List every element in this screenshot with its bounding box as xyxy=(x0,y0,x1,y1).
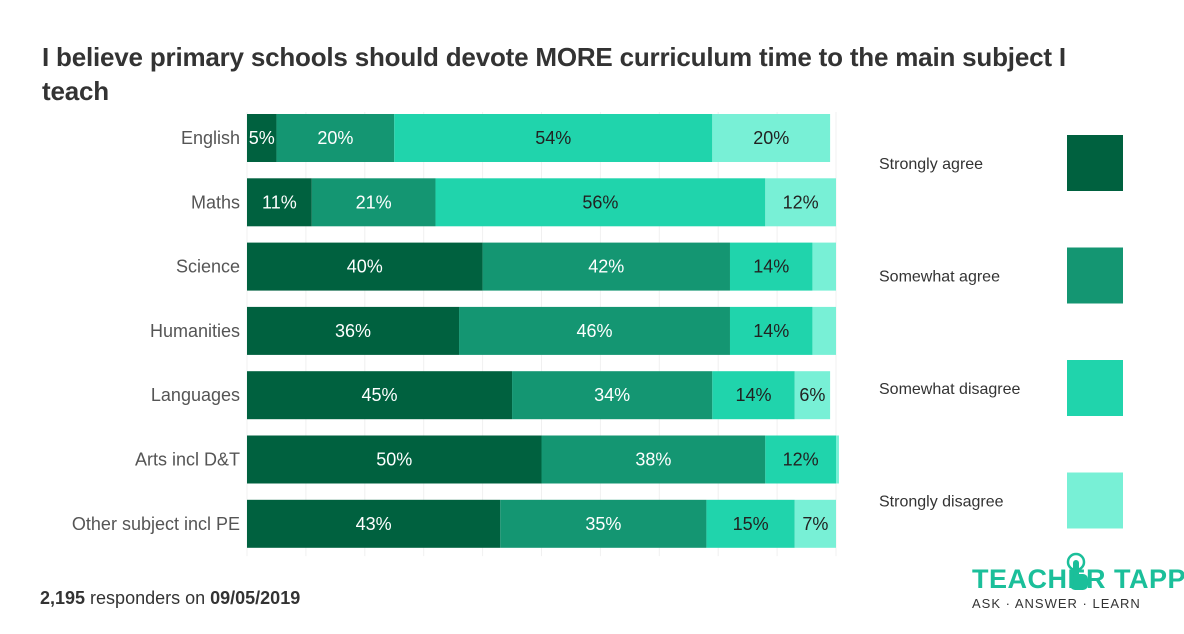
bar-segment xyxy=(729,306,813,355)
bar-segment xyxy=(836,435,839,484)
bar-segment xyxy=(706,499,795,548)
bar-value-label: 50% xyxy=(376,450,412,470)
category-label: Maths xyxy=(191,192,240,212)
legend-swatch xyxy=(1067,247,1123,304)
bar-value-label: 54% xyxy=(535,128,571,148)
bar-segment xyxy=(794,499,836,548)
bar-segment xyxy=(729,242,813,291)
legend-swatch xyxy=(1067,360,1123,416)
legend-label: Strongly disagree xyxy=(879,494,1004,511)
bar-value-label: 6% xyxy=(799,385,825,405)
bar-segment xyxy=(712,371,795,420)
bar-value-label: 36% xyxy=(335,321,371,341)
bar-segment xyxy=(812,242,836,291)
bar-segment xyxy=(812,306,836,355)
responders-footer: 2,195 responders on 09/05/2019 xyxy=(40,588,300,609)
bar-value-label: 21% xyxy=(356,192,392,212)
bar-value-label: 20% xyxy=(317,128,353,148)
bar-value-label: 7% xyxy=(802,514,828,534)
bar-value-label: 14% xyxy=(753,321,789,341)
tapping-hand-icon xyxy=(1066,552,1088,590)
bar-segment xyxy=(512,371,713,420)
bar-value-label: 12% xyxy=(783,192,819,212)
legend-label: Somewhat agree xyxy=(879,269,1000,286)
bar-value-label: 38% xyxy=(635,450,671,470)
bar-segment xyxy=(247,242,483,291)
bar-segment xyxy=(765,435,836,484)
bar-value-label: 43% xyxy=(356,514,392,534)
bar-value-label: 14% xyxy=(736,385,772,405)
teacher-tapp-logo: TEACHER TAPP ASK · ANSWER · LEARN xyxy=(970,552,1184,616)
bar-segment xyxy=(482,242,730,291)
bar-segment xyxy=(247,178,312,227)
bar-segment xyxy=(247,435,542,484)
bar-value-label: 14% xyxy=(753,257,789,277)
bar-segment xyxy=(276,114,395,162)
bar-segment xyxy=(541,435,766,484)
legend-label: Strongly agree xyxy=(879,156,983,173)
legend-swatch xyxy=(1067,472,1123,529)
category-label: Science xyxy=(176,257,240,277)
bar-segment xyxy=(794,371,831,420)
bar-segment xyxy=(247,306,460,355)
category-label: English xyxy=(181,128,240,148)
logo-tagline: ASK · ANSWER · LEARN xyxy=(972,596,1141,611)
bar-value-label: 5% xyxy=(249,128,275,148)
bar-segment xyxy=(435,178,766,227)
legend-swatch xyxy=(1067,135,1123,191)
bar-segment xyxy=(247,371,513,420)
bar-value-label: 40% xyxy=(347,257,383,277)
bar-value-label: 12% xyxy=(783,450,819,470)
legend-label: Somewhat disagree xyxy=(879,381,1021,398)
bar-value-label: 46% xyxy=(576,321,612,341)
bar-segment xyxy=(765,178,836,227)
bar-value-label: 35% xyxy=(585,514,621,534)
responder-count: 2,195 xyxy=(40,588,86,608)
bar-segment xyxy=(394,114,713,162)
responders-text: responders on xyxy=(85,588,211,608)
bar-segment xyxy=(311,178,436,227)
bar-segment xyxy=(459,306,730,355)
bar-value-label: 11% xyxy=(262,192,297,212)
bar-segment xyxy=(712,114,831,162)
bar-segment xyxy=(500,499,707,548)
bar-value-label: 15% xyxy=(733,514,769,534)
bar-segment xyxy=(247,114,277,162)
bar-value-label: 20% xyxy=(753,128,789,148)
category-label: Arts incl D&T xyxy=(135,450,240,470)
category-label: Humanities xyxy=(150,321,240,341)
bar-value-label: 56% xyxy=(582,192,618,212)
survey-date: 09/05/2019 xyxy=(210,588,301,608)
bar-value-label: 42% xyxy=(588,257,624,277)
category-label: Other subject incl PE xyxy=(72,514,240,534)
bar-value-label: 34% xyxy=(594,385,630,405)
chart-title: I believe primary schools should devote … xyxy=(42,42,1066,106)
logo-wordmark: TEACHER TAPP xyxy=(972,564,1184,594)
bar-value-label: 45% xyxy=(362,385,398,405)
category-label: Languages xyxy=(151,385,240,405)
bar-segment xyxy=(247,499,501,548)
